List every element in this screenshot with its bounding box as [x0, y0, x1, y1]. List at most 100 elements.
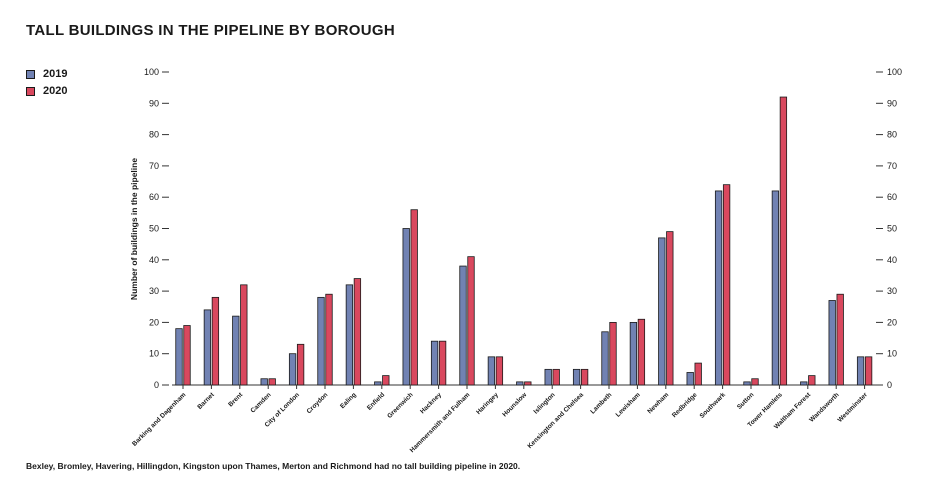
- x-tick-label-ealing: Ealing: [339, 391, 358, 410]
- bar-2020-lambeth: [609, 321, 617, 386]
- bar-2019-haringey: [487, 356, 496, 386]
- y-tick-label-right-70: 70: [887, 161, 897, 171]
- y-tick-label-left-30: 30: [149, 286, 159, 296]
- x-tick-label-haringey: Haringey: [475, 391, 500, 416]
- bar-2020-westminster: [864, 356, 873, 386]
- bar-2020-barking-and-dagenham: [183, 325, 191, 386]
- bar-2020-haringey: [495, 356, 504, 386]
- bar-2019-camden: [260, 378, 268, 386]
- x-tick-label-kensington-and-chelsea: Kensington and Chelsea: [526, 391, 585, 450]
- bar-2019-hackney: [430, 340, 439, 386]
- y-tick-label-right-30: 30: [887, 286, 897, 296]
- x-tick-label-southwark: Southwark: [699, 391, 728, 420]
- x-tick-label-enfield: Enfield: [366, 391, 386, 411]
- bar-2019-ealing: [345, 284, 354, 386]
- y-tick-label-left-70: 70: [149, 161, 159, 171]
- legend: 2019 2020: [26, 66, 67, 100]
- bar-2019-kensington-and-chelsea: [572, 368, 581, 386]
- bar-2019-newham: [658, 237, 666, 386]
- bar-2020-camden: [268, 378, 276, 386]
- legend-swatch-2019: [26, 69, 35, 79]
- bar-2020-ealing: [353, 278, 362, 386]
- bar-2020-croydon: [325, 293, 333, 386]
- bar-2019-tower-hamlets: [771, 190, 780, 386]
- bar-2019-city-of-london: [288, 353, 297, 386]
- bar-2020-hounslow: [524, 381, 532, 386]
- legend-item-2020: 2020: [26, 83, 67, 99]
- bar-2019-barking-and-dagenham: [175, 328, 183, 386]
- bar-2020-lewisham: [637, 318, 646, 386]
- bar-2020-newham: [666, 231, 674, 386]
- y-tick-label-right-100: 100: [887, 67, 902, 77]
- x-tick-label-barnet: Barnet: [196, 391, 216, 411]
- bar-2020-southwark: [722, 184, 731, 386]
- bar-2019-islington: [544, 368, 552, 386]
- y-axis-label: Number of buildings in the pipeline: [129, 158, 139, 300]
- x-tick-label-brent: Brent: [227, 391, 245, 409]
- y-tick-label-right-60: 60: [887, 192, 897, 202]
- bar-2019-redbridge: [686, 372, 694, 386]
- y-tick-label-left-0: 0: [154, 380, 159, 390]
- x-tick-label-islington: Islington: [533, 391, 557, 415]
- bar-2019-southwark: [714, 190, 723, 386]
- bar-2020-kensington-and-chelsea: [580, 368, 589, 386]
- bar-2020-waltham-forest: [808, 375, 816, 386]
- x-tick-label-lewisham: Lewisham: [615, 391, 642, 418]
- x-tick-label-lambeth: Lambeth: [589, 391, 613, 415]
- x-tick-label-redbridge: Redbridge: [671, 391, 699, 419]
- bar-2020-brent: [240, 284, 248, 386]
- y-tick-label-right-0: 0: [887, 380, 892, 390]
- bar-2020-greenwich: [410, 209, 418, 386]
- bar-2019-hammersmith-and-fulham: [459, 265, 467, 386]
- y-tick-label-left-10: 10: [149, 349, 159, 359]
- y-tick-label-left-100: 100: [144, 67, 159, 77]
- y-tick-label-right-50: 50: [887, 224, 897, 234]
- bar-2020-redbridge: [694, 362, 702, 386]
- y-tick-label-left-90: 90: [149, 98, 159, 108]
- legend-label-2019: 2019: [43, 68, 68, 80]
- y-tick-label-right-10: 10: [887, 349, 897, 359]
- bar-2019-waltham-forest: [800, 381, 808, 386]
- y-tick-label-left-60: 60: [149, 192, 159, 202]
- y-tick-label-left-80: 80: [149, 130, 159, 140]
- legend-item-2019: 2019: [26, 66, 67, 82]
- bar-2019-lambeth: [601, 331, 609, 386]
- bar-2020-enfield: [382, 375, 390, 386]
- bar-2020-wandsworth: [836, 293, 844, 386]
- x-tick-label-hounslow: Hounslow: [501, 391, 529, 419]
- y-tick-label-right-40: 40: [887, 255, 897, 265]
- bar-2020-hackney: [438, 340, 447, 386]
- chart-title: TALL BUILDINGS IN THE PIPELINE BY BOROUG…: [26, 22, 395, 39]
- x-tick-label-hackney: Hackney: [419, 391, 443, 415]
- y-tick-label-left-50: 50: [149, 224, 159, 234]
- bar-2019-sutton: [743, 381, 751, 386]
- bar-2019-barnet: [203, 309, 212, 386]
- y-tick-label-left-40: 40: [149, 255, 159, 265]
- bar-2020-tower-hamlets: [779, 96, 788, 386]
- bar-2019-croydon: [317, 296, 325, 386]
- bar-2019-westminster: [856, 356, 865, 386]
- legend-swatch-2020: [26, 86, 35, 96]
- legend-label-2020: 2020: [43, 85, 68, 97]
- y-tick-label-right-20: 20: [887, 317, 897, 327]
- x-tick-label-camden: Camden: [250, 391, 273, 414]
- x-tick-label-croydon: Croydon: [306, 391, 330, 415]
- x-tick-label-barking-and-dagenham: Barking and Dagenham: [131, 391, 187, 447]
- bar-2020-city-of-london: [296, 343, 305, 386]
- y-tick-label-right-80: 80: [887, 130, 897, 140]
- bar-2019-brent: [232, 315, 240, 386]
- bar-2020-hammersmith-and-fulham: [467, 256, 475, 386]
- bar-2019-greenwich: [402, 228, 410, 386]
- bar-2019-hounslow: [516, 381, 524, 386]
- x-tick-label-newham: Newham: [646, 391, 670, 415]
- x-tick-label-hammersmith-and-fulham: Hammersmith and Fulham: [409, 391, 472, 454]
- x-tick-label-greenwich: Greenwich: [386, 391, 414, 419]
- bar-2019-enfield: [374, 381, 382, 386]
- y-tick-label-right-90: 90: [887, 98, 897, 108]
- bar-2019-wandsworth: [828, 300, 836, 386]
- bar-2020-islington: [552, 368, 560, 386]
- bar-2020-sutton: [751, 378, 759, 386]
- bar-2019-lewisham: [629, 321, 638, 386]
- footnote: Bexley, Bromley, Havering, Hillingdon, K…: [26, 461, 521, 471]
